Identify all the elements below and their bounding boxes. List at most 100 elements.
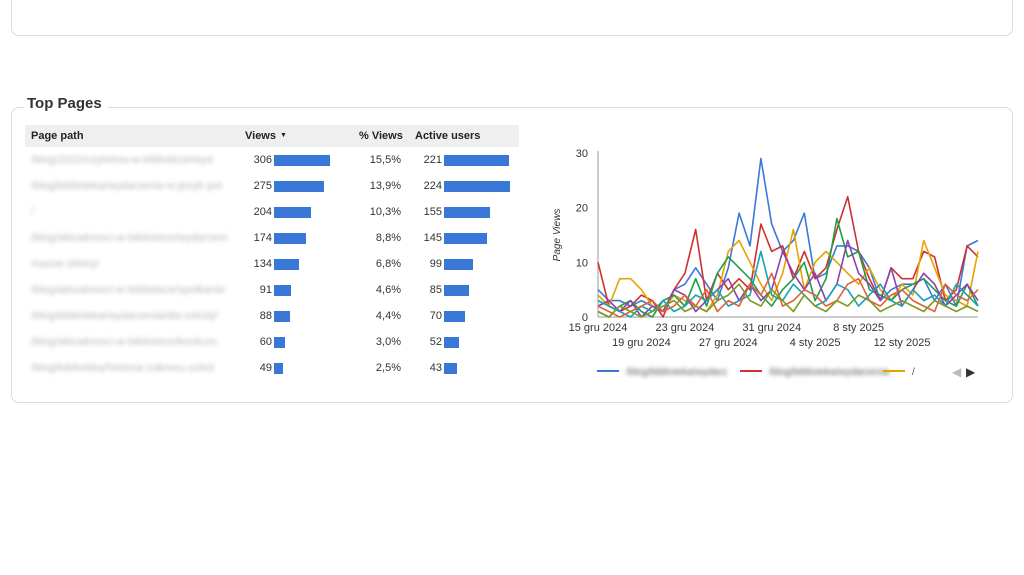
legend-label: /blog/biblioteka/wydarzenia — [769, 367, 890, 378]
views-bar — [274, 155, 330, 166]
active-users-value: 221 — [423, 154, 442, 166]
views-value: 204 — [253, 206, 272, 218]
views-value: 275 — [253, 180, 272, 192]
x-tick-label: 4 sty 2025 — [790, 337, 841, 349]
pct-views-value: 4,4% — [375, 310, 401, 322]
views-value: 49 — [259, 362, 272, 374]
top-pages-table: Page path Views ▼ % Views Active users /b… — [25, 125, 519, 381]
x-tick-label: 15 gru 2024 — [569, 322, 628, 334]
active-users-bar — [444, 311, 465, 322]
active-users-value: 70 — [429, 310, 442, 322]
header-page-path[interactable]: Page path — [31, 130, 84, 142]
section-title: Top Pages — [24, 95, 108, 112]
series-line-1 — [597, 157, 979, 313]
x-tick-label: 27 gru 2024 — [699, 337, 758, 349]
views-value: 88 — [259, 310, 272, 322]
active-users-value: 52 — [429, 336, 442, 348]
pct-views-value: 15,5% — [369, 154, 401, 166]
active-users-value: 99 — [429, 258, 442, 270]
table-row[interactable]: /blog/biblioteka/historia-zakresu-szkol 4… — [25, 355, 519, 381]
active-users-value: 43 — [429, 362, 442, 374]
x-tick-label: 23 gru 2024 — [655, 322, 714, 334]
page-path-cell[interactable]: /blog/aktualnosci-w-bibliotece/wydarzeni — [31, 232, 228, 244]
active-users-value: 224 — [423, 180, 442, 192]
chevron-right-icon[interactable]: ▶ — [966, 365, 976, 379]
y-axis-label: Page Views — [552, 209, 563, 262]
table-row[interactable]: / 204 10,3% 155 — [25, 199, 519, 225]
series-line-8 — [597, 283, 979, 318]
top-pages-card — [11, 107, 1013, 403]
previous-card — [11, 0, 1013, 36]
views-value: 60 — [259, 336, 272, 348]
page-path-cell[interactable]: /blog/aktualnosci-w-bibliotece/konkurs- — [31, 336, 220, 348]
sort-down-icon[interactable]: ▼ — [280, 132, 287, 139]
y-tick-label: 10 — [576, 257, 588, 269]
table-row[interactable]: /blog/aktualnosci-w-bibliotece/wydarzeni… — [25, 225, 519, 251]
views-bar — [274, 311, 291, 322]
y-tick-label: 0 — [582, 312, 588, 324]
page-path-cell[interactable]: /blog/biblioteka/wydarzenia/dla-szkoly/ — [31, 310, 219, 322]
active-users-value: 145 — [423, 232, 442, 244]
legend-label: / — [912, 367, 915, 378]
table-row[interactable]: /blog/biblioteka/wydarzenia-w-jezyk-pol 2… — [25, 173, 519, 199]
table-row[interactable]: /blog/aktualnosci-w-bibliotece/konkurs- 6… — [25, 329, 519, 355]
pct-views-value: 13,9% — [369, 180, 401, 192]
views-bar — [274, 363, 283, 374]
legend-label: /blog/biblioteka/wydarz — [626, 367, 727, 378]
active-users-bar — [444, 181, 510, 192]
active-users-bar — [444, 207, 490, 218]
y-tick-label: 20 — [576, 203, 588, 215]
series-line-6 — [597, 250, 979, 318]
page-path-cell[interactable]: / — [31, 206, 35, 218]
views-value: 174 — [253, 232, 272, 244]
table-body: /blog/2022/czytelnia-w-bibliotece/wyd 306… — [25, 147, 519, 381]
pct-views-value: 8,8% — [375, 232, 401, 244]
views-bar — [274, 259, 299, 270]
views-bar — [274, 181, 325, 192]
x-tick-label: 8 sty 2025 — [833, 322, 884, 334]
y-tick-label: 30 — [576, 148, 588, 160]
active-users-value: 85 — [429, 284, 442, 296]
header-views-label: Views — [245, 130, 276, 142]
active-users-value: 155 — [423, 206, 442, 218]
views-value: 306 — [253, 154, 272, 166]
views-value: 91 — [259, 284, 272, 296]
pct-views-value: 6,8% — [375, 258, 401, 270]
x-tick-label: 31 gru 2024 — [742, 322, 801, 334]
line-chart-svg: 0 10 20 30 Page Views 15 gru 2024 23 gru 2024 3… — [552, 148, 979, 379]
table-row[interactable]: /nasze-zbiory/134 6,8% 99 — [25, 251, 519, 277]
active-users-bar — [444, 285, 470, 296]
page-path-cell[interactable]: /blog/aktualnosci-w-bibliotece/spotkanie — [31, 284, 225, 296]
views-bar — [274, 337, 285, 348]
active-users-bar — [444, 363, 457, 374]
active-users-bar — [444, 233, 487, 244]
table-header: Page path Views ▼ % Views Active users — [25, 125, 519, 147]
page-path-cell[interactable]: /nasze-zbiory/ — [31, 258, 100, 270]
page-path-cell[interactable]: /blog/biblioteka/historia-zakresu-szkol — [31, 362, 214, 374]
pct-views-value: 4,6% — [375, 284, 401, 296]
views-bar — [274, 233, 306, 244]
header-pct-views[interactable]: % Views — [359, 130, 403, 142]
chevron-left-icon[interactable]: ◀ — [952, 365, 962, 379]
views-bar — [274, 285, 291, 296]
table-row[interactable]: /blog/aktualnosci-w-bibliotece/spotkanie… — [25, 277, 519, 303]
active-users-bar — [444, 155, 510, 166]
x-tick-label: 19 gru 2024 — [612, 337, 671, 349]
page-views-chart: 0 10 20 30 Page Views 15 gru 2024 23 gru 2024 3… — [545, 140, 995, 390]
pct-views-value: 10,3% — [369, 206, 401, 218]
page-path-cell[interactable]: /blog/2022/czytelnia-w-bibliotece/wyd — [31, 154, 213, 166]
series-line-3 — [597, 228, 979, 313]
series-line-7 — [597, 272, 979, 318]
table-row[interactable]: /blog/biblioteka/wydarzenia/dla-szkoly/8… — [25, 303, 519, 329]
views-value: 134 — [253, 258, 272, 270]
header-views[interactable]: Views ▼ — [245, 130, 287, 142]
active-users-bar — [444, 259, 474, 270]
table-row[interactable]: /blog/2022/czytelnia-w-bibliotece/wyd 306… — [25, 147, 519, 173]
active-users-bar — [444, 337, 460, 348]
page-path-cell[interactable]: /blog/biblioteka/wydarzenia-w-jezyk-pol — [31, 180, 222, 192]
pct-views-value: 2,5% — [375, 362, 401, 374]
x-tick-label: 12 sty 2025 — [874, 337, 931, 349]
header-active-users[interactable]: Active users — [415, 130, 481, 142]
views-bar — [274, 207, 312, 218]
pct-views-value: 3,0% — [375, 336, 401, 348]
